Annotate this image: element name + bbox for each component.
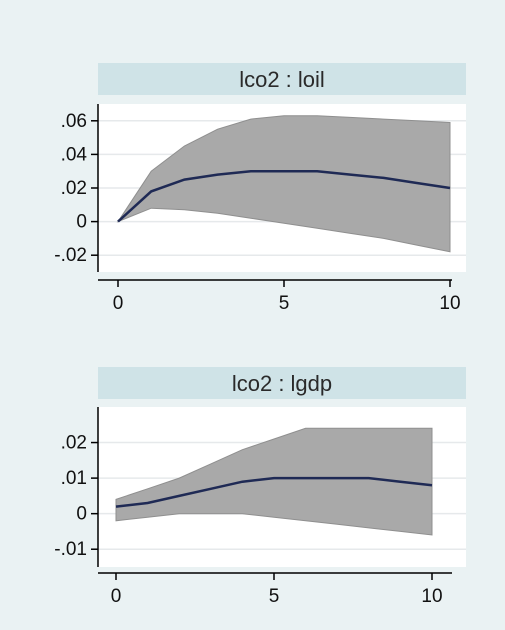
x-tick-label: 0 [113,293,124,314]
y-tick-label: -.02 [54,245,87,266]
y-tick-label: 0 [76,504,87,525]
x-ticks: 0 5 10 [113,280,461,314]
x-tick-label: 10 [439,293,460,314]
x-tick-label: 0 [111,586,122,607]
x-tick-label: 10 [421,586,442,607]
x-ticks: 0 5 10 [111,573,443,607]
y-tick-label: .04 [61,144,88,165]
panel-lco2-loil: lco2 : loil -.02 0 .02 .04 .06 0 5 10 [54,63,466,314]
y-ticks: -.01 0 .01 .02 [54,433,98,560]
confidence-band [115,427,433,536]
panel-lco2-lgdp: lco2 : lgdp -.01 0 .01 .02 0 5 10 [54,367,466,607]
panel-title: lco2 : loil [239,67,325,92]
y-tick-label: .01 [61,468,87,489]
x-tick-label: 5 [269,586,280,607]
y-tick-label: .02 [61,433,87,454]
y-tick-label: .02 [61,178,87,199]
y-tick-label: .06 [61,111,87,132]
irf-line [115,476,433,508]
irf-line [117,169,451,223]
y-ticks: -.02 0 .02 .04 .06 [54,111,98,266]
panel-title: lco2 : lgdp [232,371,332,396]
y-tick-label: 0 [76,212,87,233]
panel-title-band [98,63,466,95]
x-tick-label: 5 [279,293,290,314]
panel-title-band [98,367,466,399]
y-tick-label: -.01 [54,539,87,560]
